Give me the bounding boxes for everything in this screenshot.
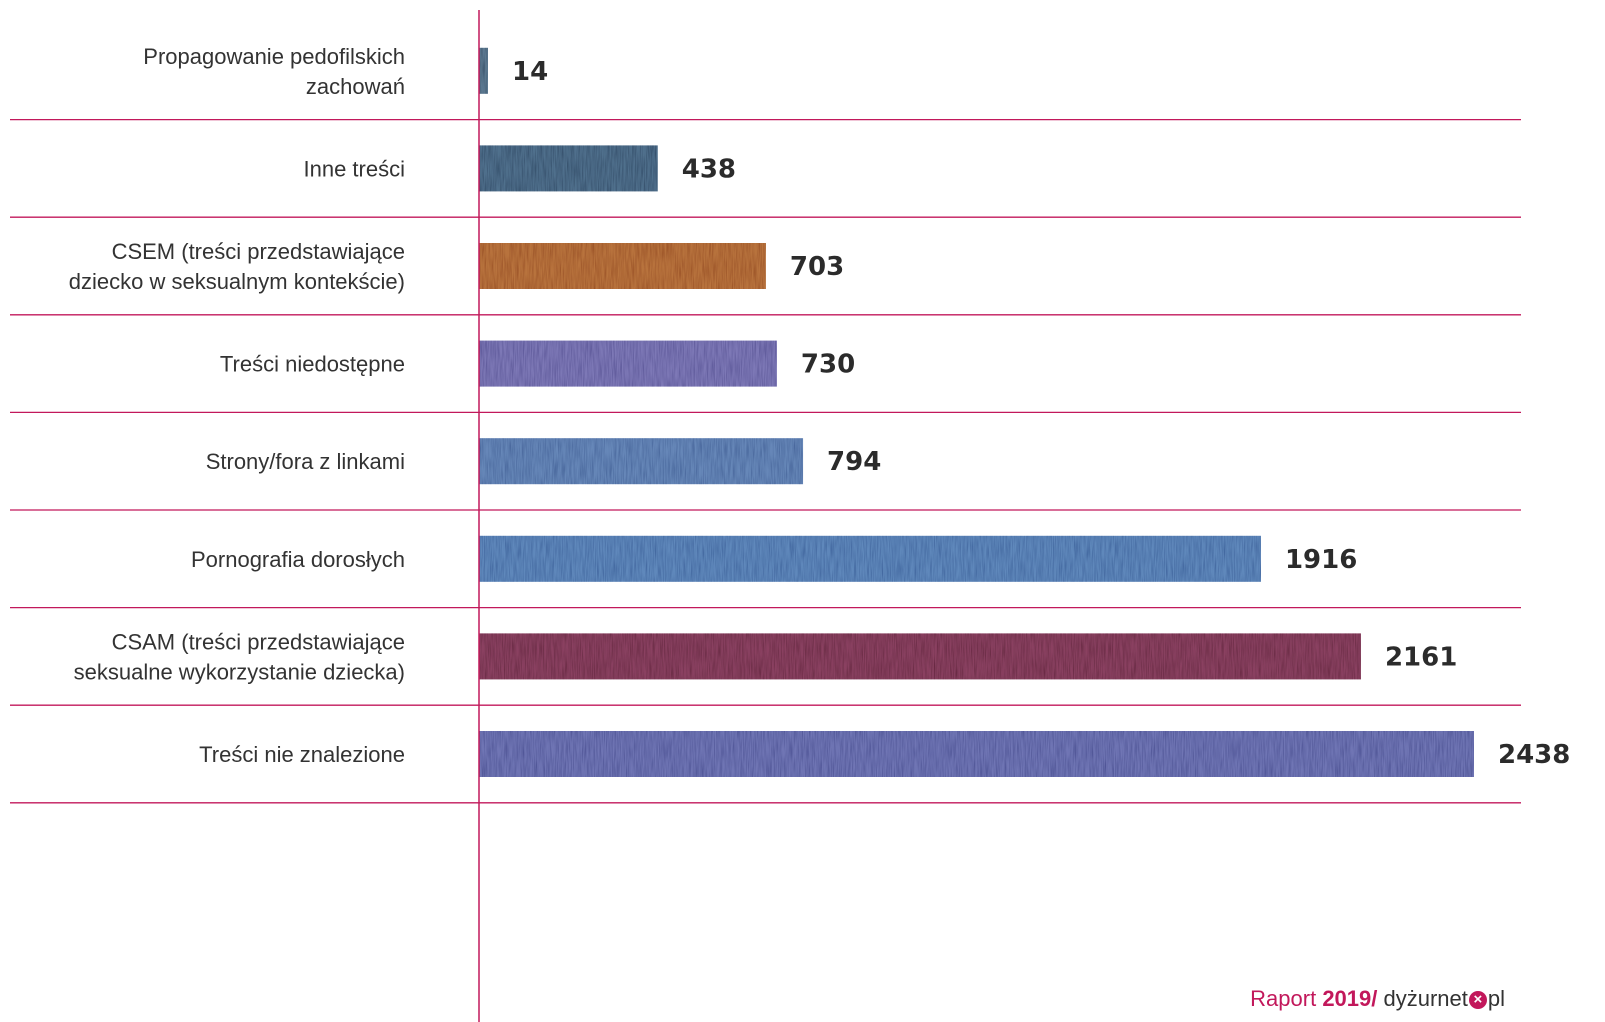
value-label: 2161 [1385,642,1457,672]
footer-brand-tld: pl [1487,986,1505,1011]
footer-year: 2019/ [1322,986,1378,1011]
bar [479,633,1361,680]
bar [479,340,777,387]
value-label: 794 [827,447,881,477]
bar [479,535,1261,582]
bar [479,47,488,94]
x-circle-icon: × [1468,991,1487,1009]
value-label: 730 [801,350,855,380]
footer-prefix: Raport [1250,986,1323,1011]
value-label: 14 [512,57,548,87]
category-label: Propagowanie pedofilskich zachowań [143,44,405,99]
bars-group [479,47,1474,777]
category-label: Pornografia dorosłych [191,547,405,572]
bar [479,145,658,192]
report-footer: Raport 2019/ dyżurnet × pl [1250,986,1505,1012]
value-label: 703 [790,252,844,282]
category-label: CSEM (treści przedstawiające dziecko w se… [69,239,405,294]
value-labels: 14 438 703 730 794 1916 2161 2438 [512,57,1570,770]
category-label: Strony/fora z linkami [206,449,405,474]
footer-brand: dyżurnet [1377,986,1468,1011]
category-labels: Propagowanie pedofilskich zachowań Inne tr… [69,44,405,767]
category-label: Inne treści [304,156,406,181]
bar [479,243,766,289]
bar [479,438,804,485]
row-dividers [10,118,1521,804]
value-label: 438 [682,154,736,184]
category-label: CSAM (treści przedstawiające seksualne wy… [74,629,405,684]
value-label: 1916 [1285,545,1357,575]
bar [479,731,1474,777]
category-label: Treści nie znalezione [199,742,405,767]
category-label: Treści niedostępne [220,352,405,377]
value-label: 2438 [1498,740,1570,770]
